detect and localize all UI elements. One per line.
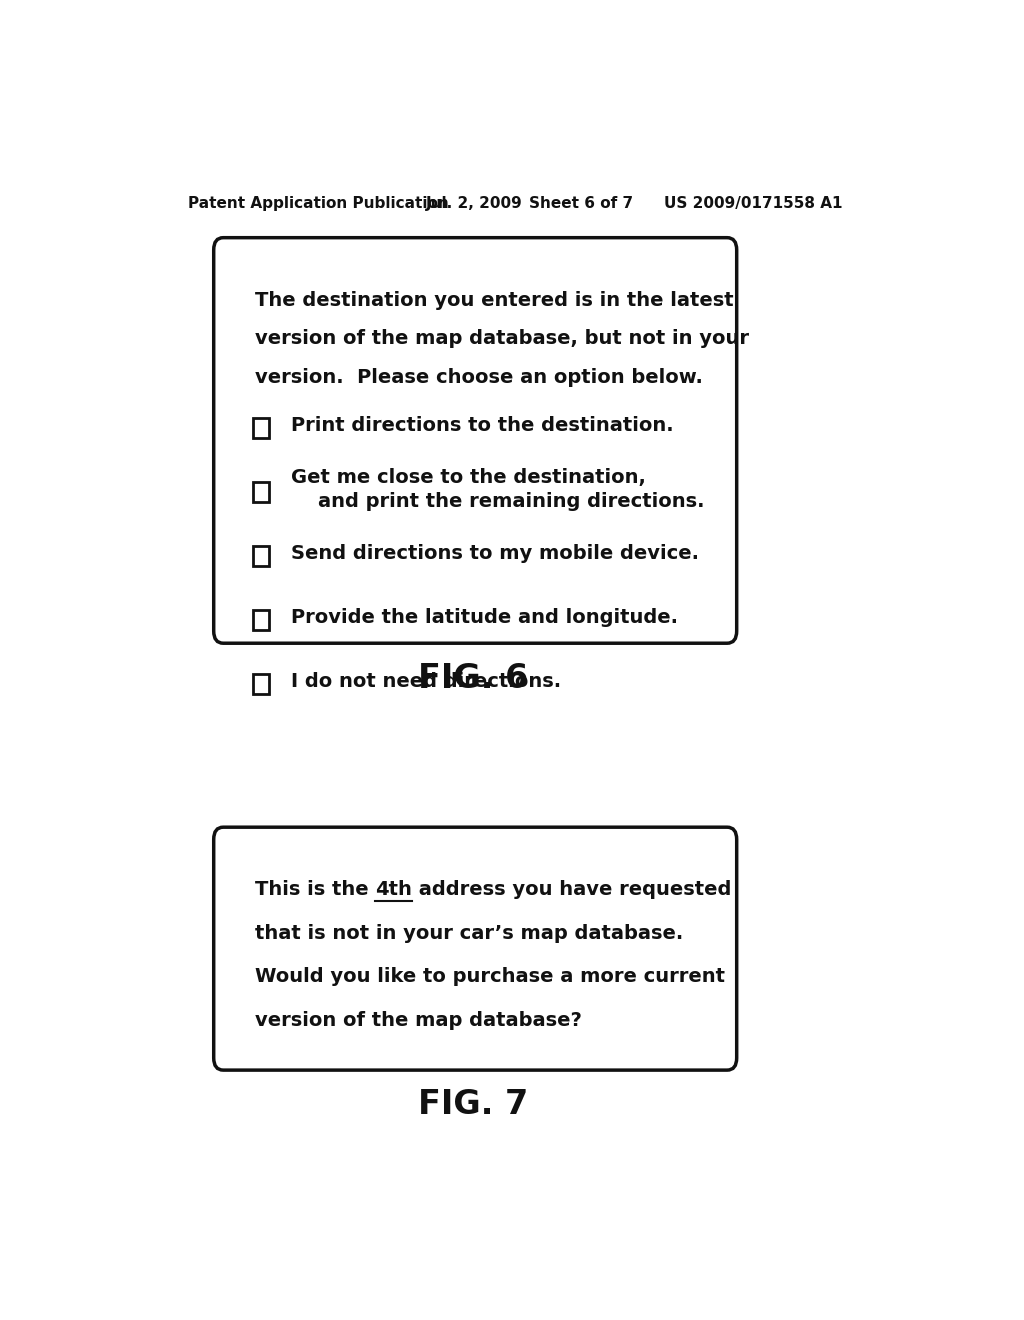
Text: version of the map database?: version of the map database? (255, 1011, 582, 1030)
Text: I do not need directions.: I do not need directions. (292, 672, 561, 692)
Text: Would you like to purchase a more current: Would you like to purchase a more curren… (255, 968, 725, 986)
Text: Send directions to my mobile device.: Send directions to my mobile device. (292, 544, 699, 564)
Text: This is the: This is the (255, 880, 376, 899)
FancyBboxPatch shape (253, 482, 269, 502)
Text: Sheet 6 of 7: Sheet 6 of 7 (528, 195, 633, 211)
FancyBboxPatch shape (253, 545, 269, 566)
Text: US 2009/0171558 A1: US 2009/0171558 A1 (664, 195, 842, 211)
FancyBboxPatch shape (253, 673, 269, 694)
Text: FIG. 7: FIG. 7 (418, 1089, 528, 1122)
Text: address you have requested: address you have requested (413, 880, 731, 899)
FancyBboxPatch shape (214, 238, 736, 643)
Text: Provide the latitude and longitude.: Provide the latitude and longitude. (292, 609, 679, 627)
Text: version of the map database, but not in your: version of the map database, but not in … (255, 329, 749, 348)
Text: Jul. 2, 2009: Jul. 2, 2009 (426, 195, 522, 211)
Text: 4th: 4th (376, 880, 413, 899)
FancyBboxPatch shape (253, 610, 269, 630)
Text: FIG. 6: FIG. 6 (418, 661, 528, 694)
Text: Get me close to the destination,
    and print the remaining directions.: Get me close to the destination, and pri… (292, 469, 705, 511)
Text: Print directions to the destination.: Print directions to the destination. (292, 416, 674, 436)
Text: Patent Application Publication: Patent Application Publication (187, 195, 449, 211)
FancyBboxPatch shape (253, 417, 269, 438)
Text: that is not in your car’s map database.: that is not in your car’s map database. (255, 924, 683, 942)
Text: version.  Please choose an option below.: version. Please choose an option below. (255, 368, 702, 387)
FancyBboxPatch shape (214, 828, 736, 1071)
Text: The destination you entered is in the latest: The destination you entered is in the la… (255, 290, 733, 309)
